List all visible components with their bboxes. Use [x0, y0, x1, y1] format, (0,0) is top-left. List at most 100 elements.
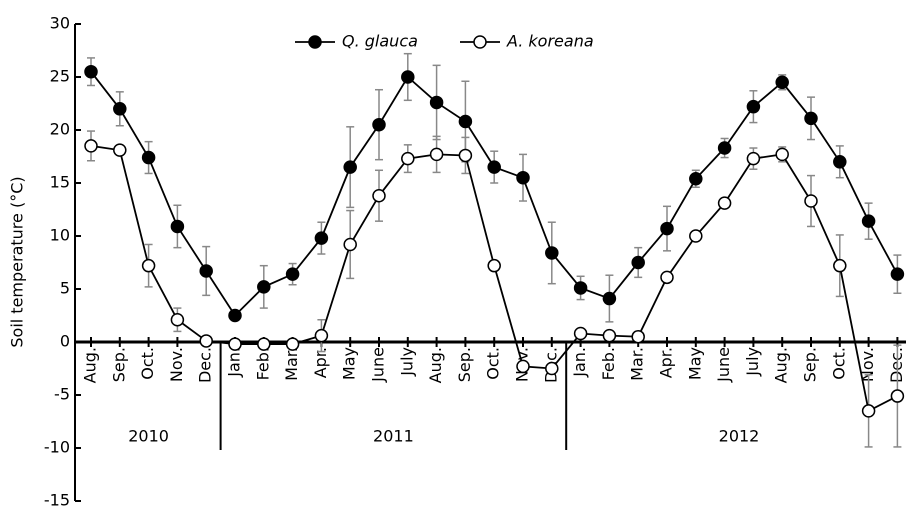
data-point [602, 291, 617, 306]
data-point [689, 229, 703, 243]
y-axis-label: Soil temperature (°C) [8, 176, 27, 347]
y-tick-label: 0 [60, 332, 70, 351]
data-point [804, 194, 818, 208]
legend-label: A. koreana [506, 32, 594, 51]
data-point [746, 99, 761, 114]
x-tick-label: Dec. [196, 347, 215, 383]
x-tick-label: Jan. [570, 347, 589, 378]
x-tick-label: Sep. [455, 347, 474, 382]
data-point [84, 64, 98, 79]
data-point [84, 139, 98, 153]
data-point [343, 237, 357, 252]
data-point [746, 151, 761, 166]
data-point [775, 75, 789, 90]
data-point [689, 172, 703, 186]
x-tick-label: Apr. [657, 347, 676, 378]
data-point [516, 359, 530, 374]
data-point [631, 255, 645, 270]
y-tick-label: 15 [50, 173, 70, 192]
data-point [861, 214, 876, 228]
data-point [775, 147, 789, 162]
data-point [285, 267, 300, 281]
data-point [660, 270, 674, 285]
data-point [890, 267, 905, 281]
x-tick-label: Oct. [484, 347, 503, 380]
data-point [228, 337, 242, 351]
data-point [314, 231, 329, 245]
data-point [257, 337, 271, 351]
data-point [458, 114, 473, 129]
data-point [170, 219, 185, 234]
year-label: 2010 [128, 427, 169, 446]
data-point [372, 188, 386, 203]
y-tick-label: 5 [60, 279, 70, 298]
x-tick-label: Feb. [253, 347, 272, 380]
data-point [545, 246, 559, 260]
data-point [401, 70, 415, 84]
x-tick-label: Dec. [887, 347, 906, 383]
x-tick-label: Aug. [81, 347, 100, 383]
data-point [487, 258, 501, 273]
data-point [631, 329, 645, 344]
y-tick-label: 10 [50, 226, 70, 245]
legend-marker [308, 35, 322, 49]
x-tick-label: Oct. [138, 347, 157, 380]
data-point [833, 258, 847, 273]
year-label: 2012 [719, 427, 760, 446]
series-line [90, 71, 899, 317]
data-point [516, 170, 530, 185]
data-point [113, 143, 127, 157]
data-point [113, 102, 127, 116]
data-point [199, 264, 213, 278]
x-tick-label: Mar. [282, 347, 301, 381]
x-tick-label: Sep. [801, 347, 820, 382]
x-tick-label: May [685, 347, 704, 380]
data-point [487, 160, 501, 174]
data-point [717, 141, 732, 155]
data-point [717, 196, 732, 210]
data-point [804, 111, 818, 126]
data-point [545, 361, 559, 376]
x-tick-label: Mar. [628, 347, 647, 381]
y-tick-label: 30 [50, 14, 70, 33]
data-point [228, 308, 242, 323]
data-point [602, 328, 617, 343]
data-point [660, 221, 674, 236]
data-point [890, 389, 905, 403]
x-tick-label: Nov. [858, 347, 877, 382]
x-tick-label: Apr. [311, 347, 330, 378]
y-tick-label: 20 [50, 120, 70, 139]
data-point [170, 312, 185, 327]
y-tick-label: -15 [44, 491, 70, 510]
x-tick-label: Nov. [167, 347, 186, 382]
x-tick-label: July [397, 347, 416, 377]
data-point [141, 150, 156, 165]
year-label: 2011 [373, 427, 414, 446]
data-point [458, 148, 473, 163]
data-point [861, 404, 876, 418]
x-tick-label: June [714, 347, 733, 383]
y-tick-label: 25 [50, 67, 70, 86]
data-point [199, 334, 213, 348]
legend-label: Q. glauca [342, 32, 418, 51]
data-point [257, 280, 271, 294]
y-tick-label: -10 [44, 438, 70, 457]
data-point [573, 281, 588, 295]
x-tick-label: June [369, 347, 388, 383]
x-tick-label: Oct. [829, 347, 848, 380]
data-point [141, 258, 156, 273]
x-tick-label: Jan. [225, 347, 244, 378]
data-point [429, 95, 444, 110]
legend-marker [473, 35, 487, 49]
x-tick-label: Feb. [599, 347, 618, 380]
data-point [401, 151, 415, 166]
data-point [372, 117, 386, 132]
data-point [429, 147, 444, 162]
x-tick-label: May [340, 347, 359, 380]
x-tick-label: Aug. [426, 347, 445, 383]
y-tick-label: -5 [54, 385, 70, 404]
x-tick-label: Aug. [772, 347, 791, 383]
x-tick-label: Sep. [109, 347, 128, 382]
data-point [314, 328, 329, 343]
